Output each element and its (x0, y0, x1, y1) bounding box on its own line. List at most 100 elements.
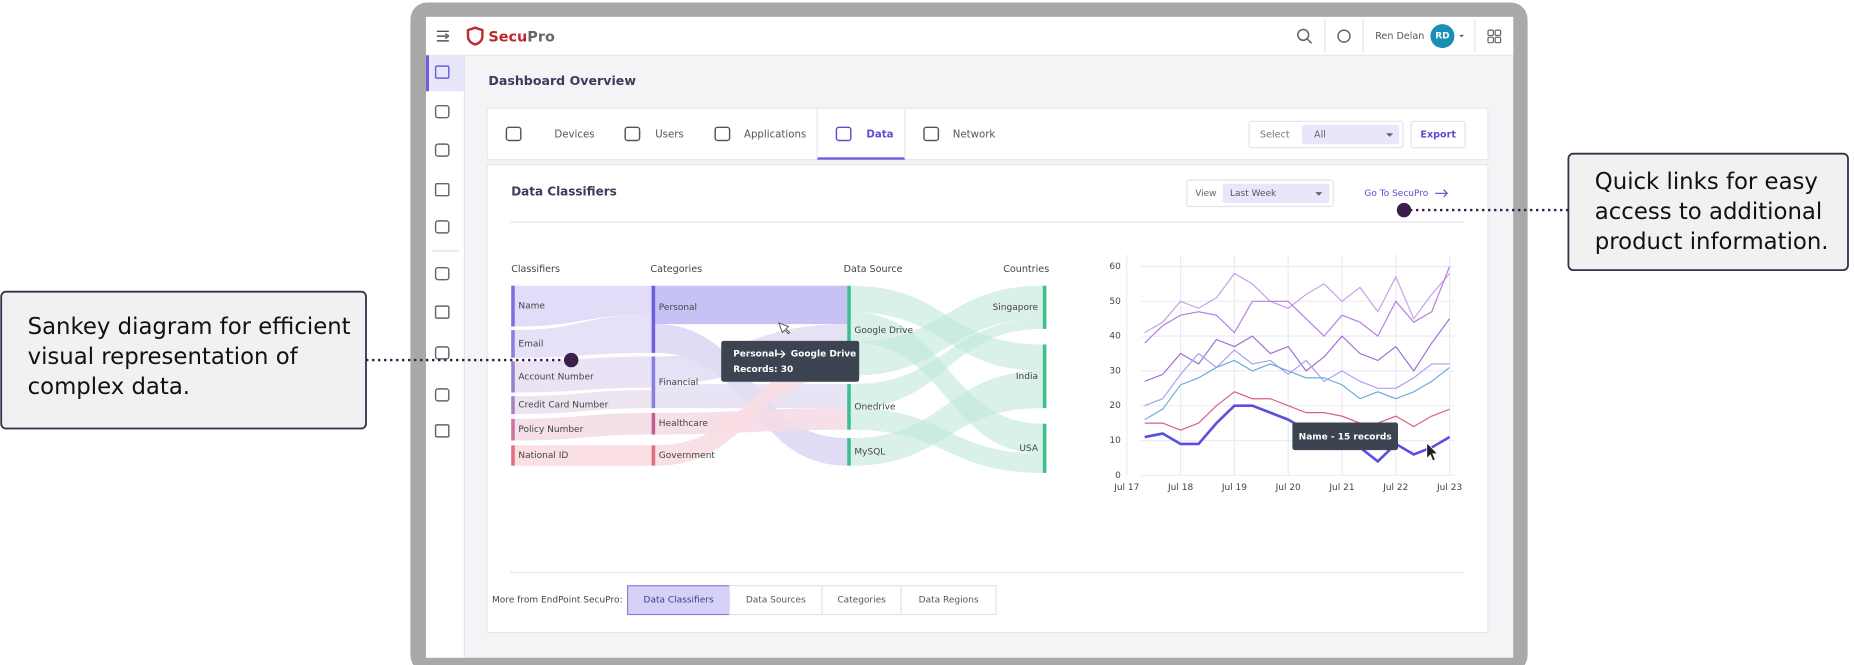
footer-link[interactable]: Data Regions (919, 596, 979, 606)
apps-icon[interactable] (1487, 29, 1494, 37)
sankey-flow (514, 356, 652, 393)
x-tick-label: Jul 23 (1436, 483, 1462, 493)
y-tick-label: 60 (1109, 262, 1121, 272)
tab-label[interactable]: Data (866, 130, 893, 141)
sankey-header: Data Source (844, 264, 903, 275)
tab-label[interactable]: Devices (554, 130, 594, 141)
tab-label[interactable]: Network (953, 130, 996, 141)
footer-link[interactable]: Data Classifiers (644, 596, 714, 606)
line-series (1144, 266, 1451, 344)
line-series (1144, 391, 1450, 431)
sankey-flow (514, 314, 652, 358)
sankey-node-label: Government (659, 451, 716, 461)
y-tick-label: 20 (1109, 401, 1121, 411)
x-tick-label: Jul 18 (1167, 483, 1193, 493)
tab-icon[interactable] (923, 126, 940, 142)
logo-part: Secu (488, 29, 527, 45)
search-icon-handle (1306, 37, 1313, 44)
sidebar-icon[interactable] (434, 65, 450, 79)
sidebar-icon[interactable] (434, 266, 450, 281)
sankey-node (651, 412, 656, 435)
user-name: Ren Delan (1375, 31, 1424, 42)
sidebar-icon[interactable] (434, 424, 450, 438)
logo-shield (466, 26, 484, 46)
top-bar (426, 16, 1514, 56)
sankey-node (847, 438, 851, 466)
x-tick-label: Jul 22 (1382, 483, 1408, 493)
sankey-flow (655, 408, 848, 435)
sankey-node (511, 445, 515, 466)
sidebar-icon[interactable] (434, 346, 450, 360)
tab-label[interactable]: Users (655, 130, 684, 141)
search-icon[interactable] (1297, 28, 1310, 42)
sankey-node (511, 418, 515, 441)
sidebar-icon[interactable] (434, 143, 450, 157)
sankey-node-label: Credit Card Number (518, 401, 608, 411)
hand-cursor (777, 322, 791, 335)
sankey-flow (850, 370, 1043, 466)
sankey-flow (655, 384, 848, 409)
sankey-header: Countries (1003, 264, 1049, 275)
sankey-flow (514, 445, 652, 466)
menu-icon[interactable] (436, 30, 450, 42)
sidebar-active (426, 55, 465, 92)
sankey-node-label: USA (1019, 444, 1038, 454)
export-button[interactable] (1410, 120, 1466, 149)
sidebar-icon[interactable] (434, 182, 450, 197)
view-dropdown[interactable] (1222, 183, 1330, 203)
sidebar-icon[interactable] (434, 305, 450, 319)
page-title: Dashboard Overview (488, 73, 636, 88)
sankey-node (847, 384, 851, 430)
filter-value: All (1314, 130, 1326, 141)
footer-link-button[interactable] (900, 585, 997, 616)
line-series (1144, 359, 1450, 421)
sidebar-active-bar (426, 55, 429, 92)
footer-link[interactable]: Data Sources (746, 596, 806, 606)
sidebar-icon[interactable] (434, 104, 450, 119)
footer-link-button[interactable] (729, 585, 823, 616)
sankey-header: Classifiers (511, 264, 560, 275)
sankey-node-label: Healthcare (659, 419, 709, 429)
apps-icon[interactable] (1487, 36, 1494, 44)
filter-dropdown[interactable] (1302, 124, 1400, 145)
x-tick-label: Jul 20 (1275, 483, 1301, 493)
tab-icon[interactable] (624, 126, 641, 142)
sankey-node-label: Email (518, 339, 543, 349)
sankey-flow (514, 285, 652, 327)
tab-icon[interactable] (835, 126, 852, 142)
logo-part: Pro (527, 29, 555, 45)
tooltip-arrow (775, 350, 786, 359)
sankey-flow (655, 285, 848, 325)
tab-icon[interactable] (714, 126, 731, 142)
sankey-node-label: Account Number (518, 372, 594, 382)
tab-label[interactable]: Applications (744, 130, 806, 141)
sidebar-icon[interactable] (434, 388, 450, 402)
footer-link-button[interactable] (627, 585, 731, 616)
footer-link[interactable]: Categories (837, 596, 886, 606)
chart-tooltip-text: Name - 15 records (1299, 432, 1392, 442)
caret (1459, 34, 1464, 38)
quick-link[interactable]: Go To SecuPro (1364, 189, 1428, 199)
link-arrow (1435, 189, 1449, 198)
sankey-node (511, 330, 515, 358)
sankey-flow (850, 408, 1043, 473)
sidebar-icon[interactable] (434, 220, 450, 234)
x-tick-label: Jul 17 (1113, 483, 1139, 493)
sankey-node-label: Financial (659, 378, 698, 388)
sankey-node-label: Policy Number (518, 425, 583, 435)
export-label: Export (1420, 130, 1456, 141)
sankey-flow (514, 390, 652, 415)
callout-box (1567, 152, 1849, 271)
help-icon[interactable] (1337, 29, 1351, 43)
avatar[interactable] (1430, 24, 1455, 49)
footer-label: More from EndPoint SecuPro: (492, 596, 622, 606)
apps-icon[interactable] (1494, 29, 1502, 37)
tooltip-text: Records: 30 (733, 365, 793, 375)
tab-icon[interactable] (505, 126, 522, 142)
apps-icon[interactable] (1494, 36, 1502, 44)
tooltip-text: Google Drive (791, 350, 856, 360)
sankey-node (1042, 285, 1047, 329)
tab-active-underline (817, 157, 905, 160)
sankey-node-label: India (1016, 372, 1038, 382)
